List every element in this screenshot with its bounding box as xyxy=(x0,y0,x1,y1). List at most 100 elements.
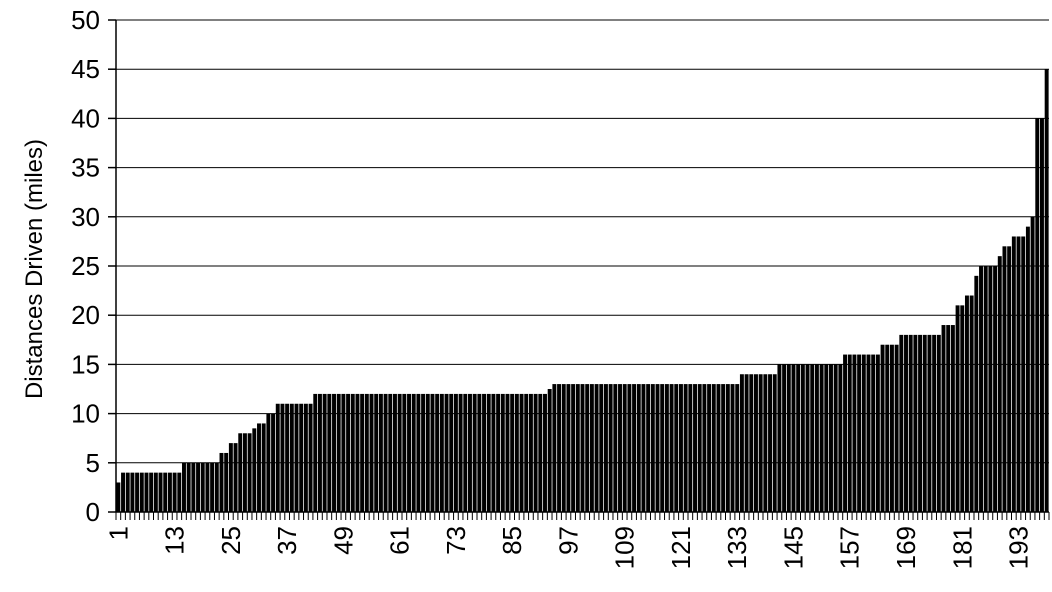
x-tick-label-61: 61 xyxy=(385,526,415,555)
x-tick-labels: 1 13 25 37 49 61 73 85 97 109 121 133 145 157 169 181 19… xyxy=(103,526,1033,569)
bar-189 xyxy=(998,256,1002,512)
bar-110 xyxy=(627,384,631,512)
bar-113 xyxy=(641,384,645,512)
bar-168 xyxy=(899,335,903,512)
bar-41 xyxy=(304,404,308,512)
bar-65 xyxy=(416,394,420,512)
bar-162 xyxy=(871,355,875,512)
bar-29 xyxy=(248,433,252,512)
bar-161 xyxy=(867,355,871,512)
bar-64 xyxy=(412,394,416,512)
bar-169 xyxy=(904,335,908,512)
bar-10 xyxy=(159,473,163,512)
bar-133 xyxy=(735,384,739,512)
bar-106 xyxy=(609,384,613,512)
bar-67 xyxy=(426,394,430,512)
x-tick-label-49: 49 xyxy=(328,526,358,555)
bar-78 xyxy=(477,394,481,512)
bar-102 xyxy=(590,384,594,512)
y-tick-label-30: 30 xyxy=(71,202,100,232)
bar-3 xyxy=(126,473,130,512)
bar-181 xyxy=(960,305,964,512)
bar-174 xyxy=(927,335,931,512)
bar-70 xyxy=(440,394,444,512)
bar-153 xyxy=(829,364,833,512)
bar-134 xyxy=(740,374,744,512)
x-tick-label-181: 181 xyxy=(947,526,977,569)
bar-55 xyxy=(370,394,374,512)
bar-165 xyxy=(885,345,889,512)
x-tick-label-157: 157 xyxy=(835,526,865,569)
bar-94 xyxy=(552,384,556,512)
bar-124 xyxy=(693,384,697,512)
bar-36 xyxy=(280,404,284,512)
bar-24 xyxy=(224,453,228,512)
bar-120 xyxy=(674,384,678,512)
bar-176 xyxy=(937,335,941,512)
bar-21 xyxy=(210,463,214,512)
bar-117 xyxy=(660,384,664,512)
bar-185 xyxy=(979,266,983,512)
bar-92 xyxy=(543,394,547,512)
bar-179 xyxy=(951,325,955,512)
bar-186 xyxy=(984,266,988,512)
bar-37 xyxy=(285,404,289,512)
bar-59 xyxy=(388,394,392,512)
bar-43 xyxy=(313,394,317,512)
bar-141 xyxy=(773,374,777,512)
bar-2 xyxy=(121,473,125,512)
bar-60 xyxy=(393,394,397,512)
bar-69 xyxy=(435,394,439,512)
y-tick-label-15: 15 xyxy=(71,349,100,379)
x-tick-label-97: 97 xyxy=(553,526,583,555)
bar-14 xyxy=(177,473,181,512)
y-tick-label-25: 25 xyxy=(71,251,100,281)
bar-28 xyxy=(243,433,247,512)
bar-16 xyxy=(187,463,191,512)
bar-6 xyxy=(140,473,144,512)
bar-8 xyxy=(149,473,153,512)
bar-1 xyxy=(116,482,120,512)
bar-48 xyxy=(337,394,341,512)
bar-167 xyxy=(895,345,899,512)
bar-84 xyxy=(506,394,510,512)
bar-49 xyxy=(341,394,345,512)
bar-155 xyxy=(838,364,842,512)
bar-42 xyxy=(309,404,313,512)
bar-177 xyxy=(942,325,946,512)
bar-68 xyxy=(431,394,435,512)
bar-20 xyxy=(205,463,209,512)
bar-173 xyxy=(923,335,927,512)
y-tick-label-50: 50 xyxy=(71,5,100,35)
bar-62 xyxy=(402,394,406,512)
bar-150 xyxy=(815,364,819,512)
bar-191 xyxy=(1007,246,1011,512)
y-tick-label-0: 0 xyxy=(86,497,100,527)
bar-72 xyxy=(449,394,453,512)
bar-50 xyxy=(346,394,350,512)
bar-89 xyxy=(529,394,533,512)
x-tick-label-193: 193 xyxy=(1004,526,1034,569)
bar-159 xyxy=(857,355,861,512)
bar-99 xyxy=(576,384,580,512)
bar-111 xyxy=(632,384,636,512)
x-tick-label-13: 13 xyxy=(160,526,190,555)
y-tick-label-5: 5 xyxy=(86,448,100,478)
bar-23 xyxy=(220,453,224,512)
bar-148 xyxy=(806,364,810,512)
bar-188 xyxy=(993,266,997,512)
bar-136 xyxy=(749,374,753,512)
bar-63 xyxy=(407,394,411,512)
bar-61 xyxy=(398,394,402,512)
bar-46 xyxy=(327,394,331,512)
y-tick-label-10: 10 xyxy=(71,399,100,429)
bar-166 xyxy=(890,345,894,512)
bar-132 xyxy=(731,384,735,512)
bar-160 xyxy=(862,355,866,512)
bar-52 xyxy=(355,394,359,512)
bar-137 xyxy=(754,374,758,512)
bar-118 xyxy=(665,384,669,512)
bar-125 xyxy=(698,384,702,512)
bar-66 xyxy=(421,394,425,512)
bar-183 xyxy=(970,296,974,512)
